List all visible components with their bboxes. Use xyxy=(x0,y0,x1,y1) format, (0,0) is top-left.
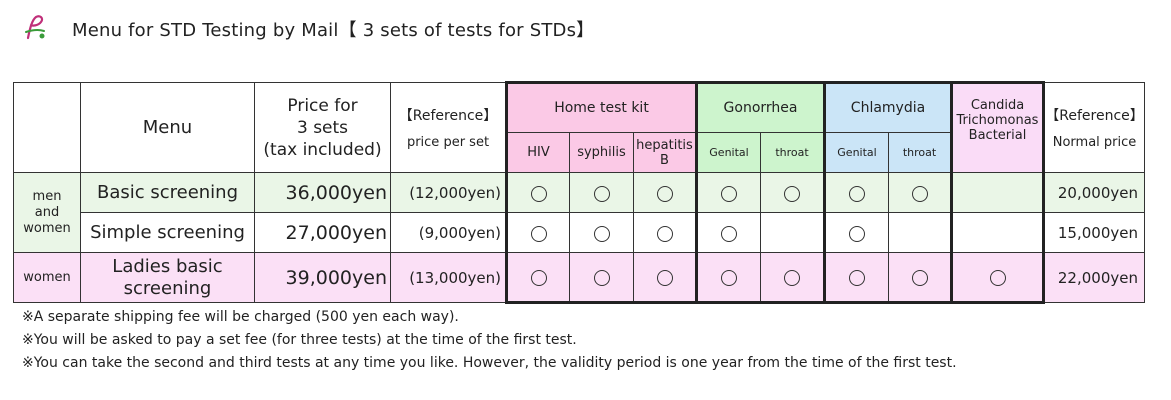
sub-gonorrhea-genital: Genital xyxy=(695,132,761,173)
footnote: ※You will be asked to pay a set fee (for… xyxy=(22,332,577,348)
included-mark-icon xyxy=(721,185,737,202)
header-normal-price: 【Reference】 Normal price xyxy=(1043,82,1145,173)
mark-cell xyxy=(950,252,1045,304)
mark-cell xyxy=(569,172,634,213)
price-3-sets: 39,000yen xyxy=(254,252,391,303)
footnote: ※You can take the second and third tests… xyxy=(22,355,957,371)
mark-cell xyxy=(823,212,889,253)
mark-cell xyxy=(695,212,761,253)
normal-price: 22,000yen xyxy=(1043,252,1145,303)
mark-cell xyxy=(505,212,570,253)
header-price: Price for 3 sets (tax included) xyxy=(254,82,391,173)
included-mark-icon xyxy=(911,270,928,286)
included-mark-icon xyxy=(721,270,737,286)
included-mark-icon xyxy=(656,185,673,202)
included-mark-icon xyxy=(530,270,547,286)
included-mark-icon xyxy=(656,270,673,286)
category-men-and-women: men and women xyxy=(13,172,81,253)
menu-name: Simple screening xyxy=(80,212,255,253)
price-per-set: (9,000yen) xyxy=(390,212,507,253)
included-mark-icon xyxy=(784,185,800,202)
included-mark-icon xyxy=(593,185,610,202)
header-reference-per-set: 【Reference】 price per set xyxy=(390,82,507,173)
included-mark-icon xyxy=(721,225,737,242)
included-mark-icon xyxy=(656,225,673,242)
price-3-sets: 36,000yen xyxy=(254,172,391,213)
price-3-sets: 27,000yen xyxy=(254,212,391,253)
mark-cell xyxy=(823,172,889,213)
included-mark-icon xyxy=(989,270,1006,286)
mark-cell xyxy=(633,172,697,213)
header-chlamydia: Chlamydia xyxy=(823,81,952,133)
header-candida: Candida Trichomonas Bacterial xyxy=(950,81,1045,173)
std-menu-table: Menu Price for 3 sets (tax included) 【Refe… xyxy=(13,81,1145,304)
mark-cell xyxy=(950,172,1045,213)
category-women: women xyxy=(13,252,81,303)
mark-cell xyxy=(760,172,825,213)
mark-cell xyxy=(823,252,889,304)
normal-price: 15,000yen xyxy=(1043,212,1145,253)
mark-cell xyxy=(569,212,634,253)
mark-cell xyxy=(633,212,697,253)
menu-name: Ladies basic screening xyxy=(80,252,255,303)
price-per-set: (12,000yen) xyxy=(390,172,507,213)
sub-hepatitis-b: hepatitis B xyxy=(633,132,697,173)
mark-cell xyxy=(760,212,825,253)
included-mark-icon xyxy=(530,185,547,202)
mark-cell xyxy=(695,172,761,213)
mark-cell xyxy=(569,252,634,304)
footnote: ※A separate shipping fee will be charged… xyxy=(22,309,459,325)
mark-cell xyxy=(505,252,570,304)
menu-name: Basic screening xyxy=(80,172,255,213)
sub-chlamydia-throat: throat xyxy=(888,132,952,173)
included-mark-icon xyxy=(911,185,928,202)
sub-gonorrhea-throat: throat xyxy=(760,132,825,173)
included-mark-icon xyxy=(593,225,610,242)
page-title: Menu for STD Testing by Mail【 3 sets of … xyxy=(72,20,595,41)
sub-chlamydia-genital: Genital xyxy=(823,132,889,173)
clinic-logo xyxy=(25,15,45,40)
included-mark-icon xyxy=(849,185,865,202)
sub-syphilis: syphilis xyxy=(569,132,634,173)
price-per-set: (13,000yen) xyxy=(390,252,507,303)
mark-cell xyxy=(888,212,952,253)
included-mark-icon xyxy=(593,270,610,286)
header-menu: Menu xyxy=(80,82,255,173)
mark-cell xyxy=(888,172,952,213)
footnotes: ※A separate shipping fee will be charged… xyxy=(22,306,957,375)
table-row: Simple screening 27,000yen (9,000yen) 15… xyxy=(14,212,1145,253)
mark-cell xyxy=(950,212,1045,253)
normal-price: 20,000yen xyxy=(1043,172,1145,213)
included-mark-icon xyxy=(849,270,865,286)
mark-cell xyxy=(505,172,570,213)
header-home-test-kit: Home test kit xyxy=(505,81,697,133)
included-mark-icon xyxy=(849,225,865,242)
table-row: men and women Basic screening 36,000yen (1… xyxy=(13,172,1145,253)
included-mark-icon xyxy=(530,225,547,242)
included-mark-icon xyxy=(784,270,800,286)
sub-hiv: HIV xyxy=(505,132,570,173)
table-row: women Ladies basic screening 39,000yen (1… xyxy=(13,252,1145,304)
mark-cell xyxy=(695,252,761,304)
mark-cell xyxy=(888,252,952,304)
mark-cell xyxy=(633,252,697,304)
mark-cell xyxy=(760,252,825,304)
header-gonorrhea: Gonorrhea xyxy=(695,81,825,133)
header-blank xyxy=(13,82,81,173)
